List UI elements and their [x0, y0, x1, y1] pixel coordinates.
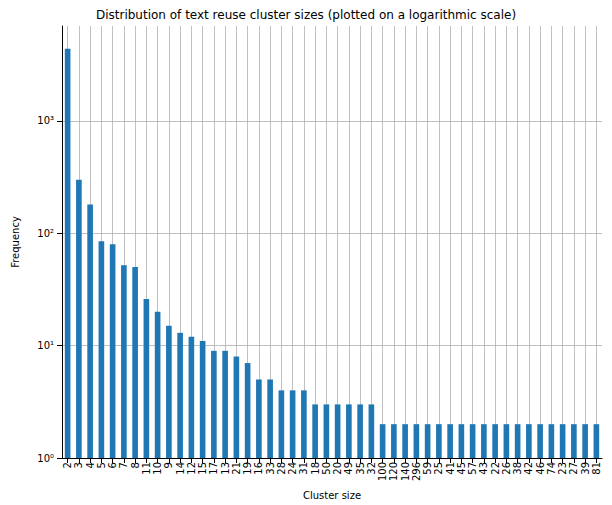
svg-text:50: 50 [321, 462, 332, 475]
svg-text:33: 33 [265, 462, 276, 475]
svg-text:3: 3 [73, 462, 84, 468]
svg-text:26: 26 [501, 462, 512, 475]
svg-text:8: 8 [130, 462, 141, 468]
svg-text:10: 10 [152, 462, 163, 475]
svg-text:18: 18 [310, 462, 321, 475]
svg-text:10²: 10² [37, 228, 54, 239]
svg-text:57: 57 [467, 462, 478, 475]
svg-text:43: 43 [478, 462, 489, 475]
svg-text:20: 20 [332, 462, 343, 475]
svg-text:Distribution of text reuse clu: Distribution of text reuse cluster sizes… [96, 8, 516, 22]
svg-text:45: 45 [456, 462, 467, 475]
svg-text:140: 140 [400, 462, 411, 481]
svg-text:4: 4 [85, 462, 96, 468]
svg-text:59: 59 [422, 462, 433, 475]
svg-text:31: 31 [298, 462, 309, 475]
svg-text:19: 19 [242, 462, 253, 475]
svg-text:81: 81 [591, 462, 602, 475]
svg-text:35: 35 [355, 462, 366, 475]
svg-text:6: 6 [107, 462, 118, 468]
svg-text:Cluster size: Cluster size [303, 490, 361, 501]
svg-text:28: 28 [276, 462, 287, 475]
svg-text:25: 25 [433, 462, 444, 475]
svg-text:32: 32 [366, 462, 377, 475]
svg-text:10¹: 10¹ [37, 340, 54, 351]
svg-text:74: 74 [546, 462, 557, 475]
svg-text:10⁰: 10⁰ [37, 453, 54, 464]
svg-text:38: 38 [512, 462, 523, 475]
svg-text:2: 2 [62, 462, 73, 468]
svg-text:296: 296 [411, 462, 422, 481]
svg-text:23: 23 [557, 462, 568, 475]
svg-text:12: 12 [186, 462, 197, 475]
svg-text:27: 27 [568, 462, 579, 475]
svg-text:22: 22 [490, 462, 501, 475]
svg-text:9: 9 [163, 462, 174, 468]
svg-text:10³: 10³ [37, 115, 54, 126]
svg-text:14: 14 [175, 462, 186, 475]
svg-text:21: 21 [231, 462, 242, 475]
svg-text:Frequency: Frequency [10, 216, 21, 268]
svg-text:46: 46 [535, 462, 546, 475]
svg-text:120: 120 [388, 462, 399, 481]
svg-text:7: 7 [118, 462, 129, 468]
svg-text:49: 49 [343, 462, 354, 475]
svg-text:41: 41 [445, 462, 456, 475]
svg-text:15: 15 [197, 462, 208, 475]
svg-text:24: 24 [287, 462, 298, 475]
svg-text:17: 17 [208, 462, 219, 475]
svg-text:13: 13 [220, 462, 231, 475]
svg-text:39: 39 [580, 462, 591, 475]
svg-text:42: 42 [523, 462, 534, 475]
svg-text:5: 5 [96, 462, 107, 468]
svg-text:100: 100 [377, 462, 388, 481]
svg-text:11: 11 [141, 462, 152, 475]
svg-text:16: 16 [253, 462, 264, 475]
